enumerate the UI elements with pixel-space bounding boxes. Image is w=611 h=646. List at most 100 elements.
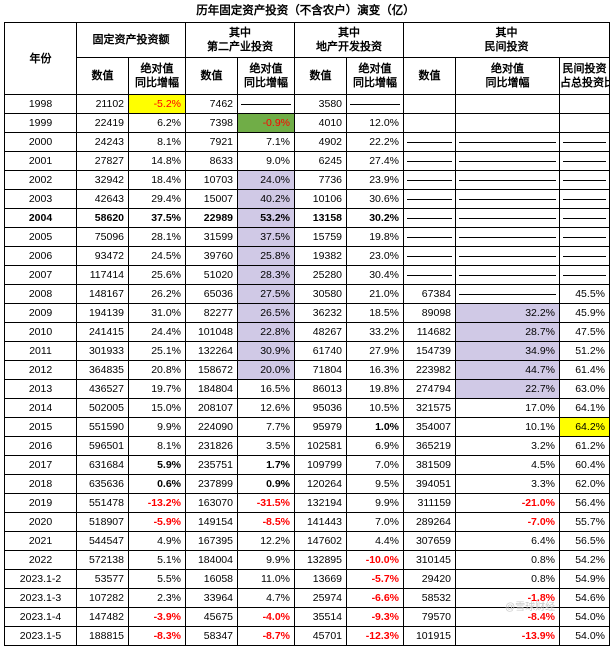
realestate-value-cell: 6245: [294, 151, 347, 171]
secondary-value-cell: 82277: [185, 303, 238, 323]
fixed-value-cell: 635636: [76, 474, 129, 494]
secondary-yoy-cell: 37.5%: [237, 227, 295, 247]
realestate-yoy-cell: 30.4%: [346, 265, 404, 285]
private-ratio-cell: [559, 208, 610, 228]
table-row: 2009 194139 31.0% 82277 26.5% 36232 18.5% 89098…: [4, 303, 610, 323]
realestate-yoy-cell: [346, 94, 404, 114]
private-ratio-cell: 45.5%: [559, 284, 610, 304]
realestate-value-cell: 3580: [294, 94, 347, 114]
fixed-value-cell: 93472: [76, 246, 129, 266]
fixed-value-cell: 22419: [76, 113, 129, 133]
table-row: 2023.1-3 107282 2.3% 33964 4.7% 25974 -6.6% 585…: [4, 588, 610, 608]
secondary-yoy-cell: 0.9%: [237, 474, 295, 494]
fixed-value-cell: 53577: [76, 569, 129, 589]
fixed-yoy-cell: 0.6%: [128, 474, 186, 494]
realestate-value-cell: 25974: [294, 588, 347, 608]
private-yoy-cell: 0.8%: [455, 569, 560, 589]
realestate-value-cell: 86013: [294, 379, 347, 399]
fixed-value-cell: 364835: [76, 360, 129, 380]
secondary-value-cell: 58347: [185, 626, 238, 646]
private-ratio-cell: [559, 189, 610, 209]
private-ratio-cell: 56.4%: [559, 493, 610, 513]
fixed-value-cell: 241415: [76, 322, 129, 342]
header-value: 数值: [185, 57, 238, 95]
realestate-value-cell: 141443: [294, 512, 347, 532]
private-value-cell: 394051: [403, 474, 456, 494]
dash-mark: [563, 217, 606, 219]
fixed-value-cell: 518907: [76, 512, 129, 532]
fixed-value-cell: 502005: [76, 398, 129, 418]
dash-mark: [459, 198, 556, 200]
private-ratio-cell: 55.7%: [559, 512, 610, 532]
private-value-cell: [403, 113, 456, 133]
realestate-yoy-cell: -10.0%: [346, 550, 404, 570]
header-yoy: 绝对值 同比增幅: [455, 57, 560, 95]
fixed-value-cell: 551590: [76, 417, 129, 437]
fixed-value-cell: 631684: [76, 455, 129, 475]
fixed-value-cell: 24243: [76, 132, 129, 152]
fixed-value-cell: 551478: [76, 493, 129, 513]
table-row: 2012 364835 20.8% 158672 20.0% 71804 16.3% 2239…: [4, 360, 610, 380]
fixed-yoy-cell: 28.1%: [128, 227, 186, 247]
year-cell: 2023.1-3: [4, 588, 77, 608]
table-row: 2002 32942 18.4% 10703 24.0% 7736 23.9%: [4, 170, 610, 190]
private-value-cell: [403, 132, 456, 152]
dash-mark: [563, 236, 606, 238]
year-cell: 1999: [4, 113, 77, 133]
year-cell: 2010: [4, 322, 77, 342]
secondary-yoy-cell: 26.5%: [237, 303, 295, 323]
secondary-yoy-cell: 12.6%: [237, 398, 295, 418]
private-yoy-cell: [455, 113, 560, 133]
private-ratio-cell: [559, 132, 610, 152]
realestate-yoy-cell: -12.3%: [346, 626, 404, 646]
table-row: 2010 241415 24.4% 101048 22.8% 48267 33.2% 1146…: [4, 322, 610, 342]
realestate-value-cell: 13669: [294, 569, 347, 589]
private-ratio-cell: [559, 113, 610, 133]
realestate-yoy-cell: 7.0%: [346, 512, 404, 532]
private-yoy-cell: [455, 189, 560, 209]
private-ratio-cell: 61.2%: [559, 436, 610, 456]
secondary-yoy-cell: 40.2%: [237, 189, 295, 209]
fixed-yoy-cell: -8.3%: [128, 626, 186, 646]
dash-mark: [407, 160, 452, 162]
fixed-yoy-cell: 14.8%: [128, 151, 186, 171]
year-cell: 2005: [4, 227, 77, 247]
realestate-value-cell: 132194: [294, 493, 347, 513]
year-cell: 2020: [4, 512, 77, 532]
year-cell: 2023.1-2: [4, 569, 77, 589]
fixed-yoy-cell: 20.8%: [128, 360, 186, 380]
realestate-yoy-cell: 6.9%: [346, 436, 404, 456]
fixed-value-cell: 27827: [76, 151, 129, 171]
private-yoy-cell: [455, 170, 560, 190]
private-yoy-cell: 32.2%: [455, 303, 560, 323]
realestate-yoy-cell: -9.3%: [346, 607, 404, 627]
header-value: 数值: [403, 57, 456, 95]
realestate-yoy-cell: 1.0%: [346, 417, 404, 437]
year-cell: 2006: [4, 246, 77, 266]
fixed-yoy-cell: -3.9%: [128, 607, 186, 627]
realestate-value-cell: 25280: [294, 265, 347, 285]
fixed-yoy-cell: 24.4%: [128, 322, 186, 342]
private-yoy-cell: [455, 208, 560, 228]
secondary-value-cell: 101048: [185, 322, 238, 342]
table-row: 2020 518907 -5.9% 149154 -8.5% 141443 7.0% 2892…: [4, 512, 610, 532]
secondary-yoy-cell: 30.9%: [237, 341, 295, 361]
table-row: 2004 58620 37.5% 22989 53.2% 13158 30.2%: [4, 208, 610, 228]
private-ratio-cell: 54.2%: [559, 550, 610, 570]
dash-mark: [241, 103, 291, 105]
fixed-yoy-cell: 37.5%: [128, 208, 186, 228]
private-yoy-cell: 0.8%: [455, 550, 560, 570]
table-row: 2016 596501 8.1% 231826 3.5% 102581 6.9% 365219…: [4, 436, 610, 456]
private-ratio-cell: 60.4%: [559, 455, 610, 475]
private-yoy-cell: [455, 246, 560, 266]
fixed-yoy-cell: 6.2%: [128, 113, 186, 133]
realestate-yoy-cell: -6.6%: [346, 588, 404, 608]
private-value-cell: 311159: [403, 493, 456, 513]
fixed-yoy-cell: 5.9%: [128, 455, 186, 475]
year-cell: 2000: [4, 132, 77, 152]
realestate-yoy-cell: 10.5%: [346, 398, 404, 418]
private-value-cell: 354007: [403, 417, 456, 437]
private-value-cell: [403, 151, 456, 171]
secondary-yoy-cell: 11.0%: [237, 569, 295, 589]
dash-mark: [407, 255, 452, 257]
